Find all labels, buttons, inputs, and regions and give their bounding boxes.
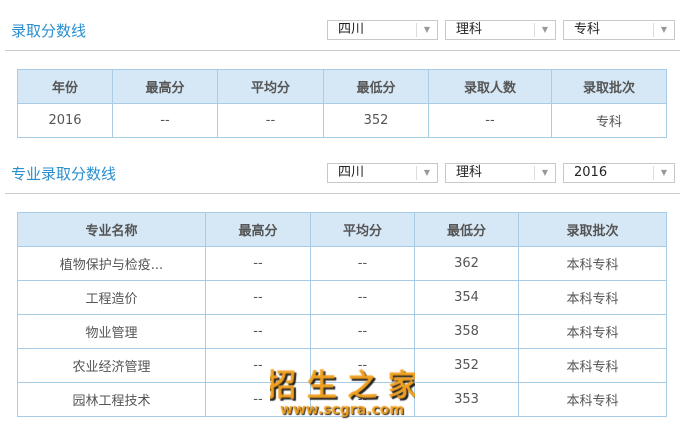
cell: 本科专科: [518, 314, 667, 349]
table-row: 园林工程技术 -- -- 353 本科专科: [17, 382, 667, 417]
cell: 本科专科: [518, 348, 667, 383]
cell: --: [310, 314, 415, 349]
header-major: 专业名称: [17, 212, 206, 247]
table-header-row: 专业名称 最高分 平均分 最低分 录取批次: [17, 212, 667, 247]
cell: 2016: [17, 103, 113, 138]
cell: --: [217, 103, 324, 138]
divider: [5, 50, 680, 51]
divider: [5, 193, 680, 194]
batch-select[interactable]: 专科 ▼: [563, 20, 675, 40]
header-batch: 录取批次: [551, 69, 667, 104]
dropdown-arrow-icon: ▼: [416, 23, 437, 37]
header-batch: 录取批次: [518, 212, 667, 247]
cell: 专科: [551, 103, 667, 138]
table-row: 农业经济管理 -- -- 352 本科专科: [17, 348, 667, 383]
subject-value: 理科: [456, 22, 483, 37]
cell: 352: [414, 348, 519, 383]
table-row: 2016 -- -- 352 -- 专科: [17, 103, 667, 138]
cell: 物业管理: [17, 314, 206, 349]
cell: 园林工程技术: [17, 382, 206, 417]
cell: 农业经济管理: [17, 348, 206, 383]
province-select-2[interactable]: 四川 ▼: [327, 163, 438, 183]
subject-select[interactable]: 理科 ▼: [445, 20, 556, 40]
table-row: 物业管理 -- -- 358 本科专科: [17, 314, 667, 349]
cell: 353: [414, 382, 519, 417]
cell: --: [112, 103, 218, 138]
cell: --: [205, 348, 311, 383]
dropdown-arrow-icon: ▼: [416, 166, 437, 180]
header-max: 最高分: [112, 69, 218, 104]
cell: 354: [414, 280, 519, 315]
table-header-row: 年份 最高分 平均分 最低分 录取人数 录取批次: [17, 69, 667, 104]
province-value: 四川: [338, 22, 365, 37]
dropdown-arrow-icon: ▼: [534, 23, 555, 37]
cell: 362: [414, 246, 519, 281]
dropdown-arrow-icon: ▼: [534, 166, 555, 180]
dropdown-arrow-icon: ▼: [653, 23, 674, 37]
cell: --: [205, 280, 311, 315]
subject-value: 理科: [456, 165, 483, 180]
cell: 植物保护与检疫...: [17, 246, 206, 281]
header-min: 最低分: [414, 212, 519, 247]
section-title-admission-scores: 录取分数线: [11, 22, 87, 40]
cell: --: [205, 314, 311, 349]
header-max: 最高分: [205, 212, 311, 247]
cell: 本科专科: [518, 280, 667, 315]
cell: --: [310, 246, 415, 281]
section-title-major-scores: 专业录取分数线: [11, 165, 117, 183]
table-row: 植物保护与检疫... -- -- 362 本科专科: [17, 246, 667, 281]
header-avg: 平均分: [310, 212, 415, 247]
cell: --: [205, 246, 311, 281]
year-value: 2016: [574, 165, 608, 180]
major-score-table: 专业名称 最高分 平均分 最低分 录取批次 植物保护与检疫... -- -- 362 本…: [17, 212, 667, 417]
subject-select-2[interactable]: 理科 ▼: [445, 163, 556, 183]
header-year: 年份: [17, 69, 113, 104]
cell: --: [310, 348, 415, 383]
header-min: 最低分: [323, 69, 429, 104]
cell: --: [428, 103, 552, 138]
admission-score-table: 年份 最高分 平均分 最低分 录取人数 录取批次 2016 -- -- 352 …: [17, 69, 667, 138]
cell: 352: [323, 103, 429, 138]
cell: 本科专科: [518, 246, 667, 281]
province-select[interactable]: 四川 ▼: [327, 20, 438, 40]
header-count: 录取人数: [428, 69, 552, 104]
year-select[interactable]: 2016 ▼: [563, 163, 675, 183]
cell: 358: [414, 314, 519, 349]
cell: --: [310, 382, 415, 417]
dropdown-arrow-icon: ▼: [653, 166, 674, 180]
cell: 本科专科: [518, 382, 667, 417]
table-row: 工程造价 -- -- 354 本科专科: [17, 280, 667, 315]
cell: 工程造价: [17, 280, 206, 315]
cell: --: [205, 382, 311, 417]
province-value: 四川: [338, 165, 365, 180]
header-avg: 平均分: [217, 69, 324, 104]
cell: --: [310, 280, 415, 315]
batch-value: 专科: [574, 22, 601, 37]
